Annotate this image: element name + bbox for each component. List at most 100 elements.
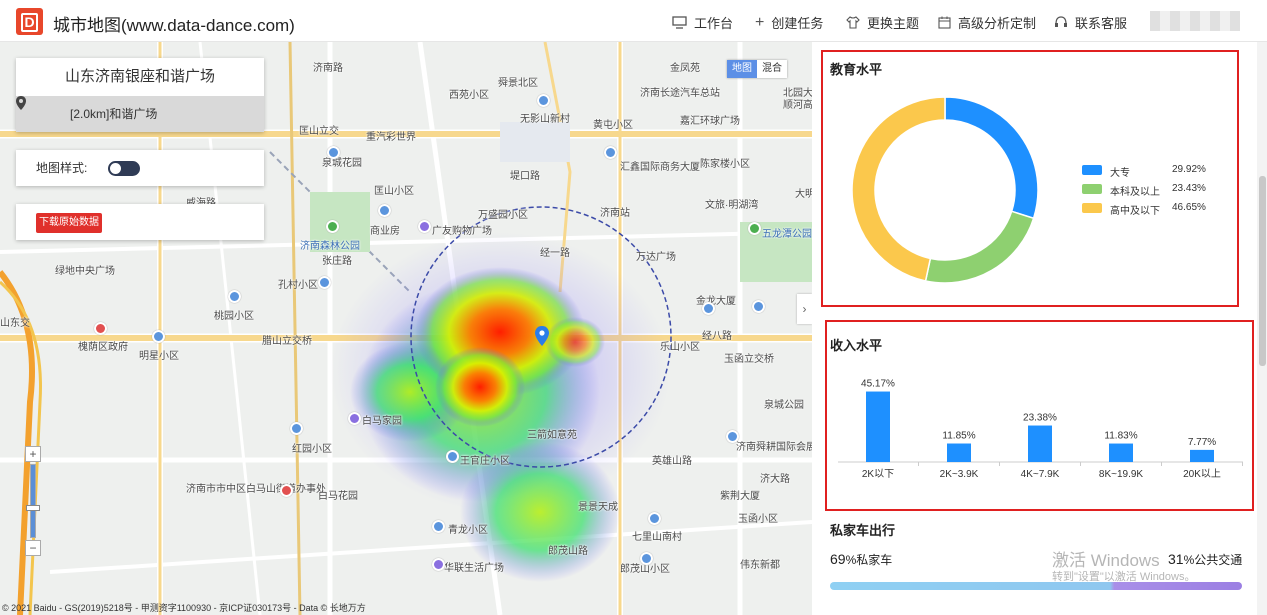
donut-slice-1[interactable] <box>944 96 1039 220</box>
map-label: 玉函立交桥 <box>724 354 774 365</box>
poi-marker[interactable] <box>432 558 445 571</box>
nav-advanced-analysis[interactable]: 高级分析定制 <box>938 13 1036 32</box>
poi-marker[interactable] <box>752 300 765 313</box>
legend-swatch[interactable] <box>1082 203 1102 213</box>
legend-swatch[interactable] <box>1082 165 1102 175</box>
place-radius-label: [2.0km]和谐广场 <box>70 107 158 121</box>
location-pin-icon[interactable] <box>535 326 549 346</box>
bar-category-label: 2K以下 <box>862 469 894 480</box>
user-avatar-blurred[interactable] <box>1150 11 1240 31</box>
poi-marker[interactable] <box>702 302 715 315</box>
poi-marker[interactable] <box>152 330 165 343</box>
map-label: 济南长途汽车总站 <box>640 88 720 99</box>
poi-marker[interactable] <box>648 512 661 525</box>
poi-marker[interactable] <box>378 204 391 217</box>
public-transit-stat: 31%公共交通 <box>1168 551 1242 568</box>
income-bar[interactable] <box>866 391 890 462</box>
map-label: 经八路 <box>702 331 732 342</box>
map-label: 英雄山路 <box>652 456 692 467</box>
map-label: 济南站 <box>600 208 630 219</box>
map-label: 伟东新都 <box>740 560 780 571</box>
map-type-switch: 地图 混合 <box>727 60 787 78</box>
car-share-bar <box>830 582 1242 590</box>
poi-marker[interactable] <box>446 450 459 463</box>
download-raw-data-button[interactable]: 下载原始数据 <box>36 213 102 233</box>
donut-slice-3[interactable] <box>851 96 946 282</box>
map-style-toggle[interactable] <box>108 161 140 176</box>
poi-marker[interactable] <box>537 94 550 107</box>
zoom-in-button[interactable]: + <box>25 446 41 462</box>
poi-marker[interactable] <box>280 484 293 497</box>
legend-swatch[interactable] <box>1082 184 1102 194</box>
bar-category-label: 4K~7.9K <box>1021 469 1060 480</box>
map-label: 乐山小区 <box>660 342 700 353</box>
map-label: 济南森林公园 <box>300 241 360 252</box>
poi-marker[interactable] <box>640 552 653 565</box>
nav-contact-support[interactable]: 联系客服 <box>1054 13 1127 32</box>
poi-marker[interactable] <box>418 220 431 233</box>
bar-value-label: 7.77% <box>1188 437 1216 448</box>
map-label: 山东交 <box>0 318 30 329</box>
car-title: 私家车出行 <box>830 523 896 538</box>
map-label: 金凤苑 <box>670 63 700 74</box>
map-label: 经一路 <box>540 248 570 259</box>
map-label: 明星小区 <box>139 351 179 362</box>
map-type-hybrid[interactable]: 混合 <box>757 60 787 78</box>
map-label: 泉城花园 <box>322 158 362 169</box>
collapse-arrow-icon[interactable]: › <box>797 294 812 324</box>
monitor-icon <box>672 16 687 29</box>
map-label: 泉城公园 <box>764 400 804 411</box>
map-label: 张庄路 <box>322 256 352 267</box>
zoom-slider[interactable] <box>26 464 40 538</box>
poi-marker[interactable] <box>326 220 339 233</box>
place-card: 山东济南银座和谐广场 [2.0km]和谐广场 <box>16 58 264 132</box>
nav-label: 创建任务 <box>771 16 824 31</box>
poi-marker[interactable] <box>432 520 445 533</box>
map-label: 西苑小区 <box>449 90 489 101</box>
map-label: 汇鑫国际商务大厦 <box>620 162 700 173</box>
map-view[interactable]: 济南路 舜景北区 西苑小区 无影山新村 黄屯小区 济南长途汽车总站 嘉汇环球广场… <box>0 42 812 615</box>
bar-value-label: 11.85% <box>942 431 975 442</box>
app-logo[interactable]: D <box>16 8 43 35</box>
poi-marker[interactable] <box>327 146 340 159</box>
donut-slice-2[interactable] <box>924 210 1035 284</box>
bar-value-label: 45.17% <box>861 379 895 390</box>
zoom-slider-thumb[interactable] <box>26 505 40 511</box>
poi-marker[interactable] <box>348 412 361 425</box>
income-bar[interactable] <box>1190 449 1214 462</box>
income-bar[interactable] <box>947 443 971 462</box>
toggle-knob <box>110 163 121 174</box>
map-label: 七里山南村 <box>632 532 682 543</box>
shirt-icon <box>846 16 860 29</box>
nav-workbench[interactable]: 工作台 <box>672 13 733 32</box>
poi-marker[interactable] <box>94 322 107 335</box>
map-label: 青龙小区 <box>448 525 488 536</box>
poi-marker[interactable] <box>604 146 617 159</box>
zoom-out-button[interactable]: − <box>25 540 41 556</box>
map-canvas <box>0 42 812 615</box>
income-bar[interactable] <box>1028 425 1052 462</box>
map-label: 舜景北区 <box>498 78 538 89</box>
calendar-icon <box>938 16 951 29</box>
map-label: 王官庄小区 <box>460 456 510 467</box>
map-label: 白马家园 <box>362 416 402 427</box>
map-label: 匡山立交 <box>299 126 339 137</box>
map-label: 郎茂山小区 <box>620 564 670 575</box>
poi-marker[interactable] <box>726 430 739 443</box>
nav-create-task[interactable]: + 创建任务 <box>755 13 823 32</box>
map-label: 匡山小区 <box>374 186 414 197</box>
nav-change-theme[interactable]: 更换主题 <box>846 13 919 32</box>
income-bar[interactable] <box>1109 443 1133 462</box>
logo-letter: D <box>21 13 38 32</box>
place-radius-row[interactable]: [2.0km]和谐广场 <box>16 96 264 132</box>
side-scrollbar-thumb[interactable] <box>1259 176 1266 366</box>
poi-marker[interactable] <box>748 222 761 235</box>
map-label: 嘉汇环球广场 <box>680 116 740 127</box>
poi-marker[interactable] <box>318 276 331 289</box>
private-car-label: %私家车 <box>845 553 893 567</box>
plus-icon: + <box>755 13 765 31</box>
map-label: 槐荫区政府 <box>78 342 128 353</box>
map-type-map[interactable]: 地图 <box>727 60 757 78</box>
poi-marker[interactable] <box>290 422 303 435</box>
poi-marker[interactable] <box>228 290 241 303</box>
